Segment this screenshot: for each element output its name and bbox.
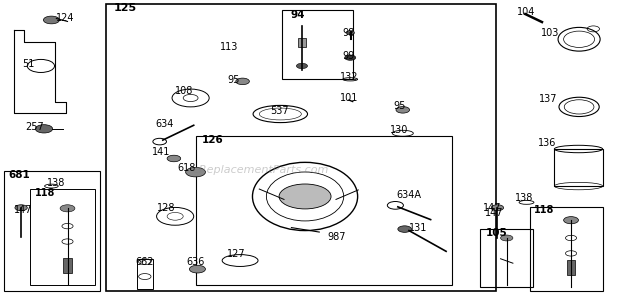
Text: 662: 662	[136, 257, 154, 267]
Text: 113: 113	[220, 42, 239, 52]
Circle shape	[167, 155, 180, 162]
Circle shape	[35, 125, 53, 133]
Text: 105: 105	[485, 228, 507, 238]
Circle shape	[500, 235, 513, 241]
Text: 108: 108	[175, 86, 193, 96]
Text: 124: 124	[56, 13, 75, 24]
Circle shape	[279, 184, 331, 209]
Text: 636: 636	[186, 257, 205, 267]
Text: 634: 634	[156, 119, 174, 129]
Circle shape	[296, 63, 308, 69]
Circle shape	[189, 265, 205, 273]
Circle shape	[43, 16, 60, 24]
Bar	[567, 260, 575, 275]
Text: 103: 103	[541, 28, 559, 38]
Circle shape	[564, 217, 578, 224]
Text: 101: 101	[340, 93, 358, 103]
Text: 51: 51	[22, 60, 35, 69]
Text: 137: 137	[539, 94, 557, 104]
Circle shape	[398, 226, 412, 232]
Bar	[137, 259, 153, 289]
Bar	[106, 4, 495, 291]
Bar	[63, 257, 72, 273]
Text: 94: 94	[290, 10, 304, 20]
Bar	[298, 38, 306, 47]
Text: 618: 618	[177, 163, 195, 173]
Text: 95: 95	[394, 101, 406, 111]
Text: 104: 104	[517, 7, 536, 17]
Text: 98: 98	[342, 28, 355, 38]
Text: 130: 130	[391, 125, 409, 135]
Text: 147: 147	[483, 203, 502, 213]
Text: 99: 99	[342, 51, 355, 60]
Text: eReplacementParts.com: eReplacementParts.com	[192, 165, 329, 175]
Text: 127: 127	[226, 249, 245, 259]
Text: 138: 138	[515, 193, 534, 203]
Text: 118: 118	[35, 188, 55, 198]
Bar	[529, 207, 603, 291]
Bar	[282, 10, 353, 79]
Text: 147: 147	[485, 208, 503, 218]
Text: 537: 537	[270, 106, 288, 116]
Circle shape	[491, 205, 503, 211]
Text: 147: 147	[14, 205, 33, 215]
Circle shape	[185, 167, 205, 177]
Text: 138: 138	[47, 178, 66, 188]
Circle shape	[396, 107, 410, 113]
Text: 95: 95	[228, 75, 240, 85]
Text: 125: 125	[114, 3, 137, 13]
Bar	[195, 136, 452, 285]
Circle shape	[346, 31, 355, 35]
Bar	[554, 149, 603, 186]
Text: 987: 987	[327, 232, 346, 241]
Bar	[30, 189, 95, 285]
Text: 136: 136	[538, 138, 556, 148]
Text: 141: 141	[153, 147, 171, 157]
Bar	[480, 229, 533, 287]
Text: 126: 126	[202, 134, 223, 145]
Bar	[4, 171, 100, 291]
Text: 132: 132	[340, 72, 358, 82]
Text: 634A: 634A	[397, 190, 422, 200]
Text: 257: 257	[25, 122, 44, 132]
Circle shape	[60, 205, 75, 212]
Circle shape	[345, 55, 356, 60]
Text: 128: 128	[157, 203, 175, 213]
Text: 681: 681	[9, 170, 30, 180]
Text: 118: 118	[534, 205, 554, 215]
Circle shape	[236, 78, 249, 85]
Circle shape	[15, 205, 27, 211]
Text: 131: 131	[409, 223, 427, 233]
